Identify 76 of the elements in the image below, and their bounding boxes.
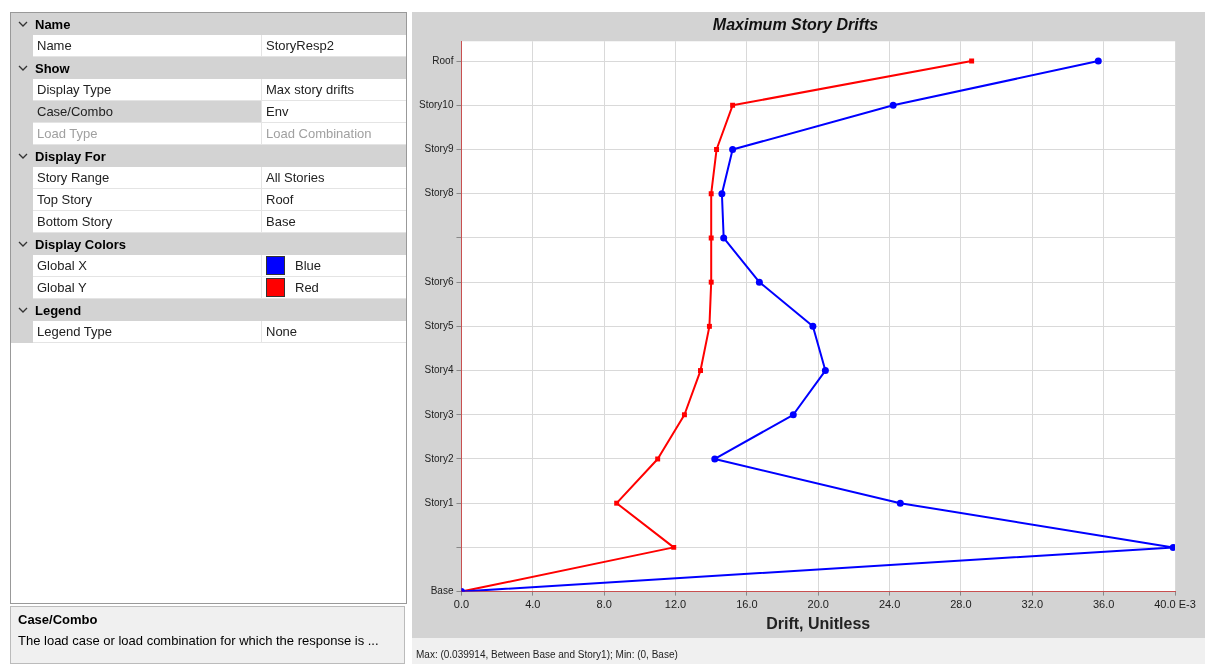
y-tick-label: Story10 [418,99,454,111]
x-tick-label: 0.0 [453,598,470,611]
point [730,102,736,108]
point [614,500,620,506]
text: Base [262,211,406,233]
x-tick-label: 24.0 [878,598,901,611]
y-tick-label: Story8 [424,187,454,199]
point [714,147,720,152]
point [729,146,737,154]
text: Load Combination [262,123,406,145]
text: Name [33,35,262,57]
y-tick-label: Story1 [424,496,454,508]
x-tick-label: 8.0 [596,598,612,611]
point [698,368,703,374]
text: Show [35,60,70,76]
x-tick-label: 12.0 [664,598,687,611]
y-tick-label: Story3 [424,408,454,420]
point [711,455,719,463]
text: Display Type [33,79,262,101]
y-tick-label: Story4 [424,364,454,376]
text: Roof [262,189,406,211]
point [706,323,712,329]
x-axis-title: Drift, Unitless [766,614,871,632]
text: All Stories [262,167,406,189]
y-tick-label: Story5 [424,320,454,332]
text: Max: (0.039914, Between Base and Story1); Min: (0, Base) [416,649,678,660]
text: Top Story [33,189,262,211]
text: Global Y [33,277,262,299]
text: Display Colors [35,236,127,252]
text: None [262,321,406,343]
text: Story Range [33,167,262,189]
point [708,235,714,241]
x-tick-label: 20.0 [807,598,829,611]
text: The load case or load combination for which the response is ... [18,633,380,648]
point [789,411,797,419]
text: Max story drifts [262,79,406,101]
chart-title: Maximum Story Drifts [712,16,879,34]
text: Case/Combo [18,612,99,627]
point [809,322,817,330]
point [708,279,714,285]
text: Bottom Story [33,211,262,233]
point [671,544,677,550]
x-tick-label: 32.0 [1021,598,1043,611]
point [708,191,714,197]
y-tick-label: Roof [432,54,454,66]
point [681,412,687,418]
x-tick-label: 28.0 [950,598,972,611]
point [969,58,975,64]
x-tick-label: 4.0 [525,598,541,611]
text: Global X [33,255,262,277]
x-tick-label: 40.0 E-3 [1154,598,1196,611]
y-tick-label: Story2 [424,452,454,464]
point [1169,543,1175,551]
text: Blue [262,255,406,277]
text: Name [35,16,71,32]
y-tick-label: Base [430,585,454,597]
point [718,190,726,198]
point [720,234,728,242]
x-tick-label: 16.0 [736,598,758,611]
x-tick-label: 36.0 [1092,598,1115,611]
y-tick-label: Story9 [424,143,454,155]
text: StoryResp2 [262,35,406,57]
text: Env [262,101,406,123]
text: Legend [35,302,82,318]
text: Red [262,277,406,299]
text: Case/Combo [33,101,262,123]
point [896,499,904,507]
point [755,278,763,286]
text: Load Type [33,123,262,145]
y-tick-label: Story6 [424,275,454,287]
point [1094,57,1102,65]
text: Legend Type [33,321,262,343]
text: Display For [35,148,106,164]
point [821,367,829,375]
point [889,101,897,109]
point [655,456,661,462]
